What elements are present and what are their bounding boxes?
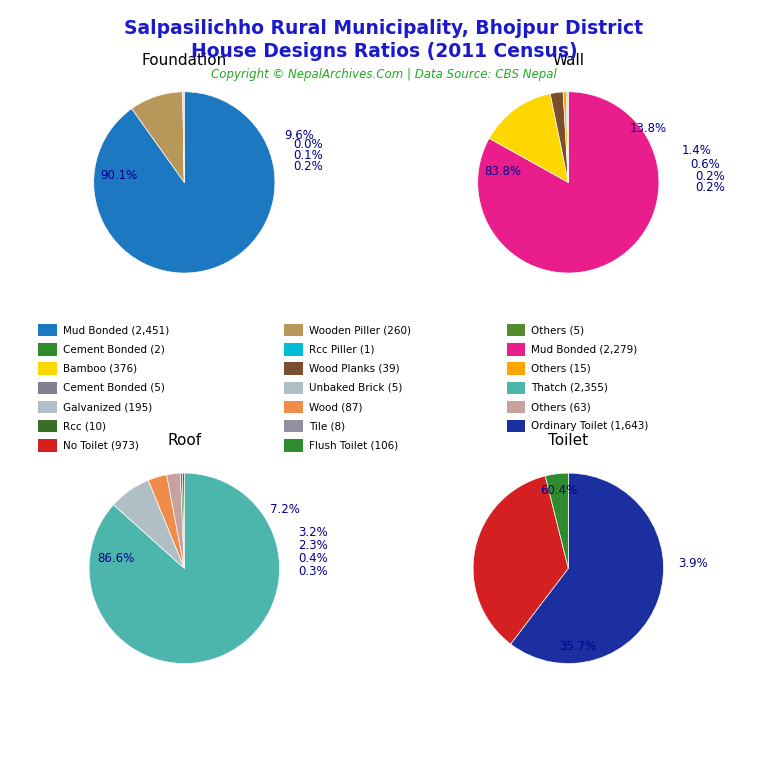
Text: Bamboo (376): Bamboo (376) [63, 363, 137, 374]
Text: Salpasilichho Rural Municipality, Bhojpur District: Salpasilichho Rural Municipality, Bhojpu… [124, 19, 644, 38]
Wedge shape [183, 92, 184, 183]
Text: No Toilet (973): No Toilet (973) [63, 440, 139, 451]
Text: Rcc (10): Rcc (10) [63, 421, 106, 432]
Text: 86.6%: 86.6% [97, 552, 134, 565]
Text: 0.1%: 0.1% [293, 149, 323, 162]
Wedge shape [563, 92, 568, 183]
Title: Foundation: Foundation [141, 53, 227, 68]
Text: Galvanized (195): Galvanized (195) [63, 402, 152, 412]
Wedge shape [167, 473, 184, 568]
Text: Cement Bonded (5): Cement Bonded (5) [63, 382, 165, 393]
Wedge shape [148, 475, 184, 568]
Text: Rcc Piller (1): Rcc Piller (1) [309, 344, 374, 355]
Text: 3.9%: 3.9% [678, 557, 707, 570]
Text: Mud Bonded (2,279): Mud Bonded (2,279) [531, 344, 637, 355]
Wedge shape [89, 473, 280, 664]
Text: 90.1%: 90.1% [101, 169, 137, 182]
Text: 9.6%: 9.6% [284, 129, 314, 142]
Text: 0.4%: 0.4% [299, 552, 329, 565]
Wedge shape [489, 94, 568, 183]
Wedge shape [550, 92, 568, 183]
Title: Wall: Wall [552, 53, 584, 68]
Text: Ordinary Toilet (1,643): Ordinary Toilet (1,643) [531, 421, 649, 432]
Wedge shape [183, 92, 184, 183]
Wedge shape [511, 473, 664, 664]
Text: Thatch (2,355): Thatch (2,355) [531, 382, 608, 393]
Text: 13.8%: 13.8% [630, 121, 667, 134]
Text: 2.3%: 2.3% [299, 539, 329, 552]
Text: Wood Planks (39): Wood Planks (39) [309, 363, 399, 374]
Text: Mud Bonded (2,451): Mud Bonded (2,451) [63, 325, 169, 336]
Wedge shape [478, 92, 659, 273]
Text: Others (5): Others (5) [531, 325, 584, 336]
Text: Flush Toilet (106): Flush Toilet (106) [309, 440, 398, 451]
Wedge shape [132, 92, 184, 183]
Text: 0.2%: 0.2% [695, 181, 725, 194]
Wedge shape [183, 473, 184, 568]
Title: Roof: Roof [167, 433, 201, 448]
Text: 3.2%: 3.2% [299, 525, 329, 538]
Wedge shape [114, 480, 184, 568]
Text: Others (15): Others (15) [531, 363, 591, 374]
Text: 0.2%: 0.2% [695, 170, 725, 183]
Text: 35.7%: 35.7% [559, 640, 597, 653]
Text: Tile (8): Tile (8) [309, 421, 345, 432]
Text: 60.4%: 60.4% [540, 484, 578, 497]
Text: Cement Bonded (2): Cement Bonded (2) [63, 344, 165, 355]
Text: 0.2%: 0.2% [293, 160, 323, 173]
Text: Wood (87): Wood (87) [309, 402, 362, 412]
Text: 0.0%: 0.0% [293, 137, 323, 151]
Wedge shape [94, 92, 275, 273]
Wedge shape [545, 473, 568, 568]
Text: 1.4%: 1.4% [681, 144, 711, 157]
Text: 7.2%: 7.2% [270, 503, 300, 516]
Text: 0.6%: 0.6% [690, 157, 720, 170]
Wedge shape [566, 92, 568, 183]
Wedge shape [473, 476, 568, 644]
Text: 83.8%: 83.8% [485, 165, 521, 178]
Text: 0.3%: 0.3% [299, 564, 328, 578]
Title: Toilet: Toilet [548, 433, 588, 448]
Text: Wooden Piller (260): Wooden Piller (260) [309, 325, 411, 336]
Text: Unbaked Brick (5): Unbaked Brick (5) [309, 382, 402, 393]
Wedge shape [180, 473, 184, 568]
Text: Copyright © NepalArchives.Com | Data Source: CBS Nepal: Copyright © NepalArchives.Com | Data Sou… [211, 68, 557, 81]
Text: House Designs Ratios (2011 Census): House Designs Ratios (2011 Census) [190, 42, 578, 61]
Text: Others (63): Others (63) [531, 402, 591, 412]
